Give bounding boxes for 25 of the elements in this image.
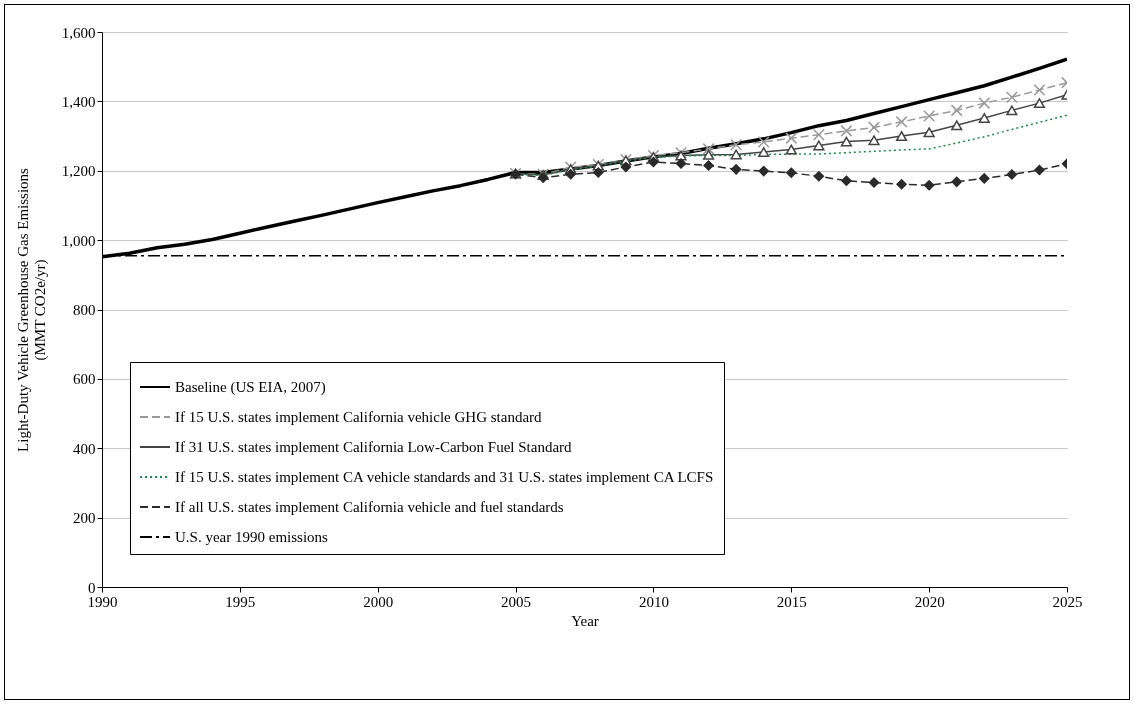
y-tick-label: 600 <box>73 371 96 388</box>
y-tick-label: 1,000 <box>61 232 96 249</box>
legend-label: If 31 U.S. states implement California Low-Carbon Fuel Standard <box>175 439 573 455</box>
legend-label: If 15 U.S. states implement California vehicle GHG standard <box>175 409 543 425</box>
y-tick-label: 800 <box>73 302 96 318</box>
legend-label: U.S. year 1990 emissions <box>175 529 329 545</box>
y-tick-label: 1,600 <box>61 24 96 41</box>
y-tick-label: 200 <box>73 510 96 527</box>
legend-label: Baseline (US EIA, 2007) <box>175 379 326 396</box>
x-tick-label: 2005 <box>501 593 532 610</box>
legend-label: If 15 U.S. states implement CA vehicle standards and 31 U.S. states implement CA LCFS <box>175 469 714 485</box>
y-tick-label: 0 <box>88 579 96 596</box>
x-tick-label: 2015 <box>776 593 807 610</box>
x-tick-label: 2020 <box>914 593 945 610</box>
legend-label: If all U.S. states implement California vehicle and fuel standards <box>175 499 564 515</box>
x-tick-label: 2000 <box>363 593 394 610</box>
y-tick-label: 1,200 <box>61 163 96 180</box>
x-tick-label: 2025 <box>1052 593 1083 610</box>
y-axis-title: Light-Duty Vehicle Greenhouse Gas Emissions (MMT CO2e/yr) <box>14 167 49 452</box>
x-tick-label: 1995 <box>225 593 256 610</box>
y-tick-label: 1,400 <box>61 93 96 110</box>
x-tick-label: 1990 <box>87 593 118 610</box>
x-tick-label: 2010 <box>638 593 669 610</box>
x-axis-title: Year <box>571 612 599 629</box>
y-tick-label: 400 <box>73 440 96 457</box>
